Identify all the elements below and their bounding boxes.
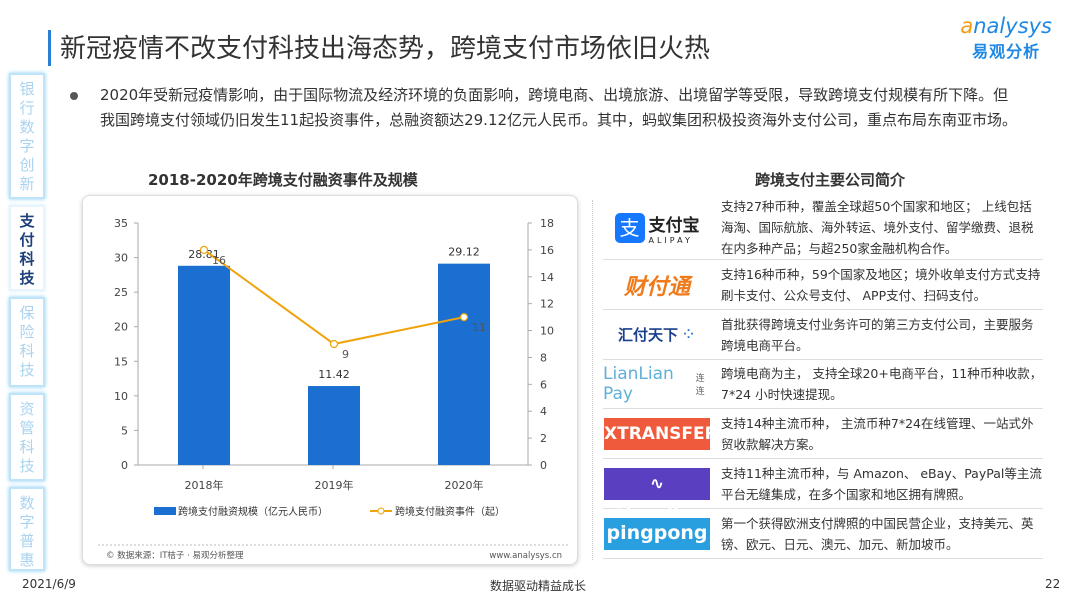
sidebar-tab-inclusive[interactable]: 数字普惠 [9,487,45,571]
right-tick-label: 10 [540,325,554,338]
left-tick-label: 5 [121,424,128,437]
company-desc: 支持27种币种，覆盖全球超50个国家和地区； 上线包括海淘、国际航旅、海外转运、… [721,199,1034,256]
bar-value-label: 29.12 [448,246,480,259]
right-tick-label: 12 [540,298,554,311]
title-accent-bar [48,30,51,66]
tab-label: 资管科技 [19,400,35,475]
sidebar-tab-asset[interactable]: 资管科技 [9,393,45,481]
bar [438,263,490,465]
line-value-label: 16 [212,254,226,267]
bullet-icon [70,92,78,100]
right-tick-label: 2 [540,432,547,445]
chinapnr-logo: 汇付天下 ⁘ [617,324,697,345]
company-desc: 首批获得跨境支付业务许可的第三方支付公司，主要服务跨境电商平台。 [721,316,1034,353]
x-tick-label: 2018年 [185,478,224,492]
right-tick-label: 18 [540,217,554,230]
legend-bar-label: 跨境支付融资规模（亿元人民币） [178,505,328,518]
right-tick-label: 4 [540,405,547,418]
tab-label: 数字普惠 [19,494,35,569]
line-series [203,249,465,346]
company-row-airwallex: ∿ Airwallex 支持11种主流币种，与 Amazon、 eBay、Pay… [603,459,1043,526]
tab-label: 支付科技 [19,212,35,287]
line-value-label: 9 [342,348,349,361]
company-row-tenpay: 财付通 支持16种币种，59个国家及地区；境外收单支付方式支持刷卡支付、公众号支… [603,260,1043,310]
company-desc: 第一个获得欧洲支付牌照的中国民营企业，支持美元、英镑、欧元、日元、澳元、加元、新… [721,515,1034,552]
left-tick-label: 25 [114,286,128,299]
bar [308,386,360,465]
chart-title: 2018-2020年跨境支付融资事件及规模 [148,171,418,189]
companies-title: 跨境支付主要公司简介 [755,171,906,189]
legend-bar-swatch [154,507,176,515]
bar-value-label: 28.81 [188,248,220,261]
tenpay-logo: 财付通 [623,274,690,300]
legend-line-marker [377,507,385,515]
alipay-logo: 支 支付宝 ALIPAY [603,196,711,259]
right-tick-label: 16 [540,244,554,257]
company-desc: 跨境电商为主， 支持全球20+电商平台，11种币种收款，7*24 小时快速提现。 [721,366,1043,402]
bar [178,265,230,465]
bar-value-label: 11.42 [318,368,350,381]
right-tick-label: 0 [540,459,547,472]
summary-text: 2020年受新冠疫情影响，由于国际物流及经济环境的负面影响，跨境电商、出境旅游、… [100,86,1018,129]
footer-slogan: 数据驱动精益成长 [490,579,587,593]
legend-line-label: 跨境支付融资事件（起） [395,505,505,518]
footer-date: 2021/6/9 [22,577,76,591]
page-number: 22 [1045,577,1061,591]
lianlian-logo: LianLian Pay 连连 [603,364,705,404]
x-tick-label: 2020年 [445,478,484,492]
xtransfer-logo: XTRANSFER [603,409,718,458]
company-row-chinapnr: 汇付天下 ⁘ 首批获得跨境支付业务许可的第三方支付公司，主要服务跨境电商平台。 [603,310,1043,360]
left-tick-label: 0 [121,459,128,472]
line-point [199,245,209,254]
page-title: 新冠疫情不改支付科技出海态势，跨境支付市场依旧火热 [60,34,711,64]
pingpong-logo: pingpong [603,509,711,558]
right-tick-label: 6 [540,378,547,391]
chart-website: www.analysys.cn [489,551,562,561]
line-value-label: 11 [472,321,486,334]
company-row-xtransfer: XTRANSFER 支持14种主流币种， 主流币种7*24在线管理、一站式外贸收… [603,409,1043,459]
airwallex-logo: ∿ Airwallex [603,459,711,526]
chart-container [82,195,578,565]
company-row-alipay: 支 支付宝 ALIPAY 支持27种币种，覆盖全球超50个国家和地区； 上线包括海… [603,196,1043,260]
company-desc: 支持14种主流币种， 主流币种7*24在线管理、一站式外贸收款解决方案。 [721,415,1034,452]
left-tick-label: 10 [114,390,128,403]
line-point [329,339,339,349]
chart-source: © 数据来源：IT桔子 · 易观分析整理 [106,550,244,561]
divider [592,200,593,560]
company-row-pingpong: pingpong 第一个获得欧洲支付牌照的中国民营企业，支持美元、英镑、欧元、日… [603,509,1043,559]
x-tick-label: 2019年 [315,478,354,492]
analysys-logo: analysys 易观分析 [960,14,1052,61]
sidebar-tab-insurance[interactable]: 保险科技 [9,297,45,387]
company-desc: 支持16种币种，59个国家及地区；境外收单支付方式支持刷卡支付、公众号支付、 A… [721,266,1041,303]
line-point [459,313,469,322]
company-row-lianlian: LianLian Pay 连连 跨境电商为主， 支持全球20+电商平台，11种币种… [603,360,1043,409]
left-tick-label: 20 [114,321,128,334]
company-desc: 支持11种主流币种，与 Amazon、 eBay、PayPal等主流平台无缝集成… [721,465,1042,502]
left-tick-label: 30 [114,252,128,265]
sidebar-tab-payment[interactable]: 支付科技 [9,205,45,291]
sidebar-tab-bank[interactable]: 银行数字创新 [9,73,45,199]
right-tick-label: 14 [540,271,554,284]
left-tick-label: 15 [114,355,128,368]
left-tick-label: 35 [114,217,128,230]
combo-chart: 0 5 10 15 20 25 30 35 0 2 4 6 8 10 12 14 16 18 2018年 28.81 2… [98,217,570,561]
tab-label: 保险科技 [19,304,35,379]
right-tick-label: 8 [540,351,547,364]
tab-label: 银行数字创新 [19,80,35,193]
